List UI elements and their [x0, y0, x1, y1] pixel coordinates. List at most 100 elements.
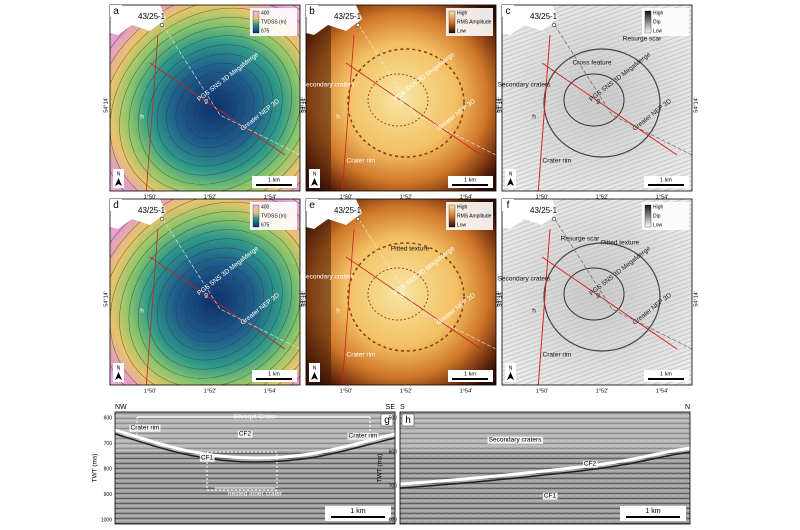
seismic-shade — [400, 412, 690, 452]
time-tick-label: 600 — [104, 415, 113, 421]
legend-title: TVDSS (m) — [261, 213, 287, 219]
well-name: 43/25-1 — [334, 12, 362, 21]
annotation: CF1 — [201, 455, 214, 462]
well-marker — [159, 22, 165, 28]
annotation: Secondary craters — [489, 437, 542, 444]
lon-tick-label: 1°54' — [656, 388, 668, 394]
time-tick-label: 1000 — [101, 517, 112, 523]
time-tick-label: 700 — [389, 483, 398, 489]
north-arrow — [507, 178, 514, 186]
direction-right: N — [685, 404, 690, 411]
legend: 400 TVDSS (m) 675 — [250, 8, 297, 36]
legend-low: Low — [653, 28, 663, 34]
section-line-h — [341, 228, 355, 385]
lon-tick-label: 1°50' — [340, 194, 352, 200]
label-box — [380, 413, 394, 427]
color-bar — [644, 10, 652, 34]
contour — [166, 256, 264, 352]
annotation-bg — [199, 454, 215, 462]
well-name: 43/25-1 — [138, 12, 166, 21]
inner-crater-box — [206, 451, 278, 491]
north-label: N — [509, 171, 513, 177]
seismic-panel: g NW SE 600 700 800 900 1000 TWT (ms) 1 km Silverp… — [92, 404, 396, 525]
legend-title: TVDSS (m) — [261, 19, 287, 25]
survey-boundary — [541, 199, 692, 350]
annotation: Crater rim — [543, 158, 572, 165]
section-line-g — [541, 256, 678, 350]
lat-tick-label: 54°14' — [495, 291, 501, 307]
annotation: Cross feature — [572, 60, 611, 67]
north-arrow — [311, 372, 318, 380]
contour — [110, 199, 300, 385]
panel-label: b — [309, 6, 315, 17]
annotation: h — [532, 114, 536, 121]
lon-tick-label: 1°52' — [400, 388, 412, 394]
time-tick-label: 800 — [389, 517, 398, 523]
panel-label: e — [309, 200, 315, 211]
time-tick-label: 700 — [104, 441, 113, 447]
lon-tick-label: 1°52' — [204, 194, 216, 200]
annotation: nested inner crater — [228, 491, 283, 498]
lon-tick-label: 1°52' — [596, 388, 608, 394]
panel-label: d — [113, 200, 119, 211]
lon-tick-label: 1°54' — [460, 194, 472, 200]
label-box — [110, 5, 122, 17]
map-panel: b 43/25-1 High RMS Amplitude Low 1 km N 1°50' 1°… — [299, 4, 503, 200]
north-label: N — [117, 171, 121, 177]
annotation-bg — [542, 492, 558, 500]
time-tick-label: 900 — [104, 492, 113, 498]
label-box — [401, 413, 415, 427]
north-label: N — [509, 365, 513, 371]
lon-tick-label: 1°52' — [400, 194, 412, 200]
legend-low: 675 — [261, 222, 270, 228]
color-bar — [644, 204, 652, 228]
time-tick-label: 500 — [389, 415, 398, 421]
no-data-area — [502, 199, 558, 229]
reflector-shadow — [114, 433, 396, 463]
contour — [138, 35, 292, 185]
map-panel: a 43/25-1 400 TVDSS (m) 675 1 km N 1°50' 1°52' 1°… — [103, 4, 307, 200]
annotation: g — [596, 292, 600, 299]
lon-tick-label: 1°54' — [460, 388, 472, 394]
no-data-area — [306, 5, 362, 35]
lon-tick-label: 1°50' — [144, 194, 156, 200]
section-line-g — [149, 256, 286, 350]
panel-label: f — [507, 200, 510, 211]
well-marker — [355, 22, 361, 28]
inner-crater — [367, 73, 429, 127]
label-box — [306, 5, 318, 17]
no-data-area — [110, 5, 166, 35]
annotation: CF2 — [584, 461, 597, 468]
scale-label: 1 km — [350, 508, 365, 515]
contour — [119, 211, 300, 385]
annotation-bg — [487, 436, 544, 444]
panel-label: a — [113, 6, 119, 17]
contour — [138, 229, 292, 379]
axis-label: TWT (ms) — [92, 454, 99, 483]
lat-tick-label: 54°14' — [103, 291, 109, 307]
north-arrow — [507, 372, 514, 380]
color-bar — [252, 204, 260, 228]
lat-tick-label-right: 54°14' — [497, 291, 503, 307]
lat-tick-label: 54°14' — [299, 97, 305, 113]
annotation: Secondary craters — [302, 82, 355, 89]
well-marker — [159, 216, 165, 222]
map-border — [501, 4, 693, 192]
label-box — [306, 199, 318, 211]
seismic-border — [114, 411, 396, 525]
legend-title: Dip — [653, 213, 661, 219]
lon-tick-label: 1°50' — [340, 388, 352, 394]
edge-shade — [306, 5, 331, 191]
annotation: g — [204, 292, 208, 299]
annotation: CF2 — [239, 431, 252, 438]
reflector-shadow — [399, 451, 691, 489]
annotation: Crater rim — [349, 433, 378, 440]
annotation-bg — [347, 432, 379, 440]
inner-crater — [563, 267, 625, 321]
contour — [147, 238, 283, 370]
annotation: Resurge scar — [623, 36, 662, 43]
map-border — [109, 4, 301, 192]
well-name: 43/25-1 — [530, 12, 558, 21]
legend: High Dip Low — [642, 8, 689, 36]
legend-high: 400 — [261, 10, 270, 16]
